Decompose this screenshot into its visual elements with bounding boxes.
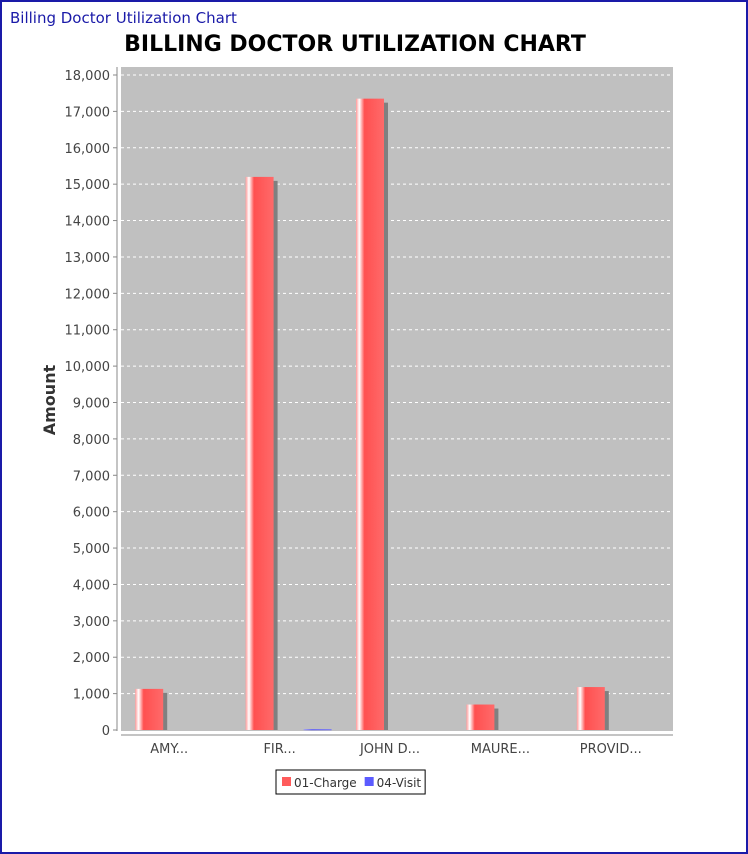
y-tick-label: 18,000 [65, 69, 111, 84]
bars [135, 98, 609, 731]
y-axis-label: Amount [40, 364, 59, 435]
y-tick-label: 10,000 [65, 360, 111, 375]
chart-title: BILLING DOCTOR UTILIZATION CHART [124, 32, 586, 57]
x-tick-label: AMY... [150, 742, 188, 757]
window-title: Billing Doctor Utilization Chart [10, 9, 237, 27]
y-tick-label: 3,000 [73, 615, 110, 630]
y-tick-label: 14,000 [65, 215, 111, 230]
legend-box [275, 769, 426, 795]
y-tick-label: 12,000 [65, 287, 111, 302]
y-tick-label: 4,000 [73, 578, 110, 593]
y-tick-label: 0 [102, 724, 110, 739]
y-tick-label: 1,000 [73, 688, 110, 703]
y-tick-label: 9,000 [73, 397, 110, 412]
plot-area [121, 67, 673, 731]
x-tick-label: MAURE... [471, 742, 530, 757]
x-tick-label: PROVID... [580, 742, 642, 757]
y-tick-label: 15,000 [65, 178, 111, 193]
bar-01-charge [135, 688, 164, 730]
y-tick-label: 6,000 [73, 506, 110, 521]
legend-entry: 01-Charge [294, 776, 357, 790]
legend: 01-Charge 04-Visit [275, 769, 426, 795]
y-tick-labels: 0 1,000 2,000 3,000 4,000 5,000 6,000 7,000 8,00… [65, 69, 117, 739]
y-tick-label: 7,000 [73, 469, 110, 484]
bar-01-charge [245, 176, 274, 730]
y-tick-label: 11,000 [65, 324, 111, 339]
legend-swatch [364, 777, 374, 786]
bar-01-charge [356, 98, 384, 731]
legend-swatch [282, 777, 291, 786]
y-tick-label: 2,000 [73, 651, 110, 666]
x-tick-labels: AMY... FIR... JOHN D... MAURE... PROVID... [150, 742, 642, 757]
x-tick-label: FIR... [263, 742, 295, 757]
bar-01-charge [466, 704, 495, 730]
grid-lines [121, 74, 673, 695]
legend-entry: 04-Visit [377, 776, 422, 790]
y-tick-label: 17,000 [65, 105, 111, 120]
y-tick-label: 8,000 [73, 433, 110, 448]
x-tick-label: JOHN D... [359, 742, 420, 757]
y-tick-label: 13,000 [65, 251, 111, 266]
bar-04-visit [303, 729, 332, 731]
y-tick-label: 5,000 [73, 542, 110, 557]
bar-01-charge [576, 687, 605, 730]
y-tick-label: 16,000 [65, 142, 111, 157]
